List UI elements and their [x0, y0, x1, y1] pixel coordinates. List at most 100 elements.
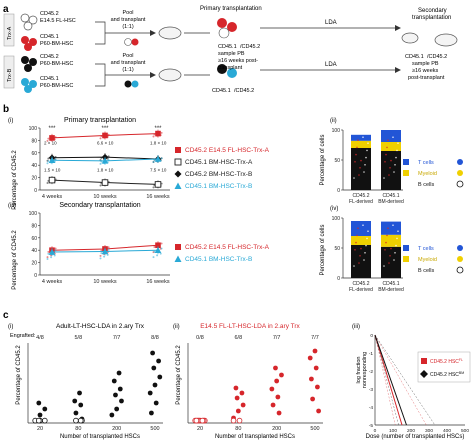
subpanel-label: (iii)	[352, 324, 360, 330]
sec-sample-label: CD45.1	[405, 54, 424, 60]
legend-swatch	[457, 245, 463, 251]
bar-segment	[381, 151, 401, 190]
data-point	[397, 230, 399, 232]
sample-label: /CD45.2	[240, 44, 260, 50]
data-point	[153, 400, 159, 406]
data-point	[357, 139, 359, 141]
x-tick-label: 80	[75, 426, 81, 432]
data-marker	[101, 157, 109, 164]
y-tick-label: 20	[31, 261, 37, 267]
data-point	[383, 265, 385, 267]
y-tick-label: 60	[31, 236, 37, 242]
x-axis-label: Dose (number of transplanted HSCs)	[366, 434, 465, 440]
bar-segment	[351, 236, 371, 245]
data-point	[36, 400, 42, 406]
x-tick-label: CD45.1	[383, 281, 400, 287]
chart-title: Adult-LT-HSC-LDA in 2.ary Trx	[56, 323, 145, 330]
data-point	[117, 386, 123, 392]
bar-legend: T cells Myeloid B cells	[403, 245, 464, 274]
legend-lda: CD45.2 HSCFL CD45.2 HSCBM	[417, 351, 471, 383]
data-point	[394, 252, 396, 254]
y-axis-label: log fraction	[356, 357, 362, 384]
p-value-label: 7.5 × 10	[150, 167, 167, 172]
data-point	[313, 365, 319, 371]
arrow-head	[150, 30, 156, 36]
cell-icon	[227, 68, 237, 78]
legend-swatch	[420, 370, 428, 378]
data-point	[73, 417, 79, 424]
x-tick-label: 300	[425, 428, 433, 434]
mid-cells-label: CD45.1	[212, 88, 231, 94]
data-point	[276, 410, 282, 416]
legend-superscript: FL	[459, 358, 463, 362]
arrow-head	[150, 72, 156, 78]
data-point	[47, 250, 50, 253]
donor-label: CD45.1	[40, 76, 59, 82]
data-point	[152, 256, 155, 259]
y-axis-label: Percentage of cells	[320, 134, 326, 185]
cell-icon	[24, 43, 32, 51]
data-marker	[154, 246, 162, 253]
data-point	[355, 241, 357, 244]
data-marker	[154, 181, 162, 188]
legend-label: B cells	[418, 268, 434, 274]
data-point	[358, 262, 360, 264]
data-point	[362, 224, 364, 226]
data-point	[50, 254, 53, 257]
fit-line	[374, 334, 403, 426]
legend-label: CD45.1 BM-HSC-Trx-B	[185, 256, 252, 263]
data-point	[386, 146, 388, 149]
data-marker	[48, 248, 56, 255]
y-tick-label: 60	[31, 151, 37, 157]
data-point	[309, 376, 314, 382]
data-point	[159, 252, 162, 255]
x-tick-label: BM-derived	[378, 199, 404, 205]
data-point	[275, 394, 281, 400]
data-point	[354, 249, 356, 251]
y-tick-label: -2	[369, 369, 374, 375]
bar-segment	[351, 221, 371, 236]
y-tick-label: -5	[369, 423, 374, 429]
sec-sample-label: /CD45.2	[427, 54, 447, 60]
donor-label: CD45.2	[40, 11, 59, 17]
x-tick-label: 500	[461, 428, 469, 434]
data-point	[113, 392, 118, 398]
cell-icon	[29, 38, 37, 46]
x-tick-label: 20	[37, 426, 43, 432]
bar-chart-secondary: 0 50 100 CD45.2FL-derived CD45.1BM-derived	[332, 216, 404, 293]
trx-b-tag	[3, 55, 15, 89]
legend-label: CD45.1 BM-HSC-Trx-A	[185, 159, 253, 166]
y-tick-label: 0	[34, 273, 37, 279]
x-tick-label: 4 weeks	[42, 279, 62, 285]
legend-label: CD45.2 HSCFL	[430, 358, 463, 365]
data-point	[77, 390, 82, 396]
data-point	[99, 184, 102, 187]
data-point	[152, 160, 155, 163]
data-marker	[174, 170, 182, 178]
x-tick-label: CD45.1	[383, 193, 400, 199]
legend-label: T cells	[418, 246, 434, 252]
data-point	[78, 402, 84, 408]
data-point	[160, 157, 163, 160]
engrafted-count: 6/8	[235, 335, 243, 341]
legend-swatch	[403, 256, 409, 262]
data-point	[156, 358, 162, 364]
pool-label: Pool	[122, 10, 133, 16]
x-tick-label: 0	[374, 428, 377, 434]
x-tick-label: 200	[272, 426, 281, 432]
data-marker	[48, 176, 56, 184]
data-point	[42, 406, 48, 412]
subpanel-label: (i)	[8, 324, 13, 330]
legend-label: T cells	[418, 160, 434, 166]
data-point	[307, 355, 313, 361]
significance-label: ***	[48, 126, 56, 132]
data-point	[273, 365, 278, 371]
secondary-title: Secondary	[418, 8, 447, 14]
x-tick-label: 100	[389, 428, 397, 434]
y-tick-label: 40	[31, 248, 37, 254]
p-value-label: 2 × 10	[44, 141, 57, 146]
data-point	[54, 249, 57, 252]
data-marker	[174, 255, 182, 262]
data-point	[151, 365, 157, 371]
donor-label: P60-BM-HSC	[40, 41, 73, 47]
